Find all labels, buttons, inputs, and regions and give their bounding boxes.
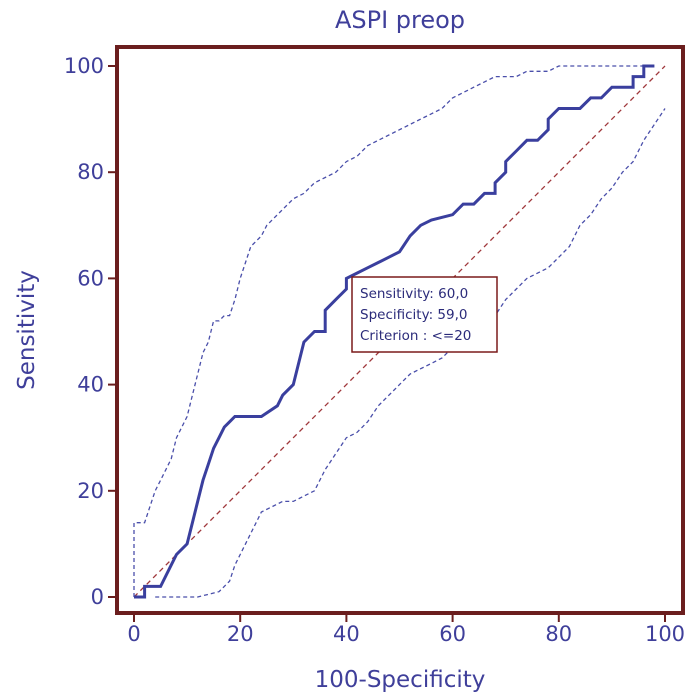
annotation-box	[351, 276, 498, 353]
x-tick-label: 20	[227, 622, 254, 646]
x-tick-label: 100	[645, 622, 685, 646]
chart-title: ASPI preop	[335, 6, 465, 34]
x-axis-label: 100-Specificity	[315, 667, 486, 693]
x-tick-label: 0	[127, 622, 140, 646]
annotation-criterion: Criterion : <=20	[360, 328, 471, 344]
reference-diagonal-line	[133, 65, 666, 598]
y-tick-label: 40	[77, 373, 104, 397]
x-tick-label: 40	[333, 622, 360, 646]
y-axis-label: Sensitivity	[14, 270, 40, 390]
annotation-specificity: Specificity: 59,0	[360, 307, 468, 323]
y-tick-label: 0	[91, 585, 104, 609]
x-tick-label: 80	[545, 622, 572, 646]
roc-curve-line	[134, 64, 655, 599]
x-tick-label: 60	[439, 622, 466, 646]
y-tick-label: 60	[77, 266, 104, 290]
y-axis: 0 20 40 60 80 100	[64, 54, 117, 609]
annotation-sensitivity: Sensitivity: 60,0	[360, 286, 468, 302]
y-tick-label: 80	[77, 160, 104, 184]
ci-upper-line	[133, 65, 655, 597]
x-axis: 0 20 40 60 80 100	[127, 613, 685, 646]
y-tick-label: 20	[77, 479, 104, 503]
criterion-annotation: Sensitivity: 60,0 Specificity: 59,0 Crit…	[351, 276, 498, 353]
y-tick-label: 100	[64, 54, 104, 78]
ci-lower-line	[155, 108, 666, 598]
